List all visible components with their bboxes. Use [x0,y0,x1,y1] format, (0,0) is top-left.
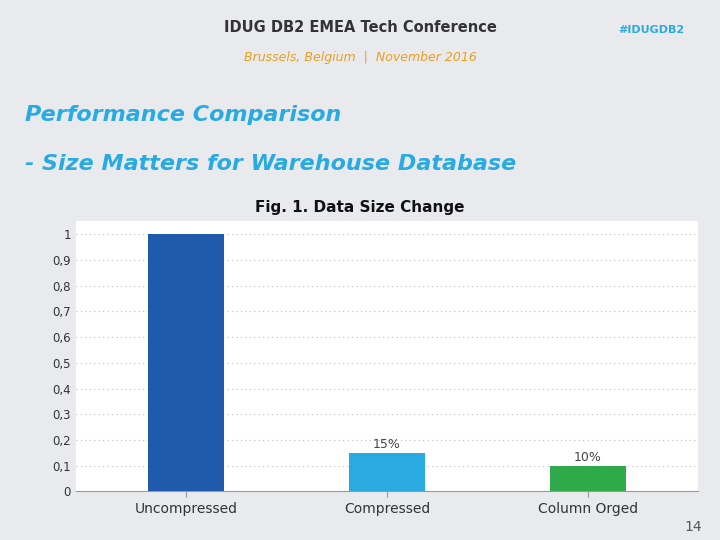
Text: Fig. 1. Data Size Change: Fig. 1. Data Size Change [256,200,464,215]
Text: IDUG DB2 EMEA Tech Conference: IDUG DB2 EMEA Tech Conference [224,19,496,35]
Text: - Size Matters for Warehouse Database: - Size Matters for Warehouse Database [25,154,516,174]
Text: 15%: 15% [373,438,401,451]
Bar [348,453,426,491]
Bar [550,465,626,491]
Text: Brussels, Belgium  |  November 2016: Brussels, Belgium | November 2016 [243,51,477,64]
Text: #IDUGDB2: #IDUGDB2 [618,25,684,35]
Text: 10%: 10% [574,450,602,464]
Bar [148,234,224,491]
Text: Performance Comparison: Performance Comparison [25,105,341,125]
Text: 14: 14 [685,519,702,534]
